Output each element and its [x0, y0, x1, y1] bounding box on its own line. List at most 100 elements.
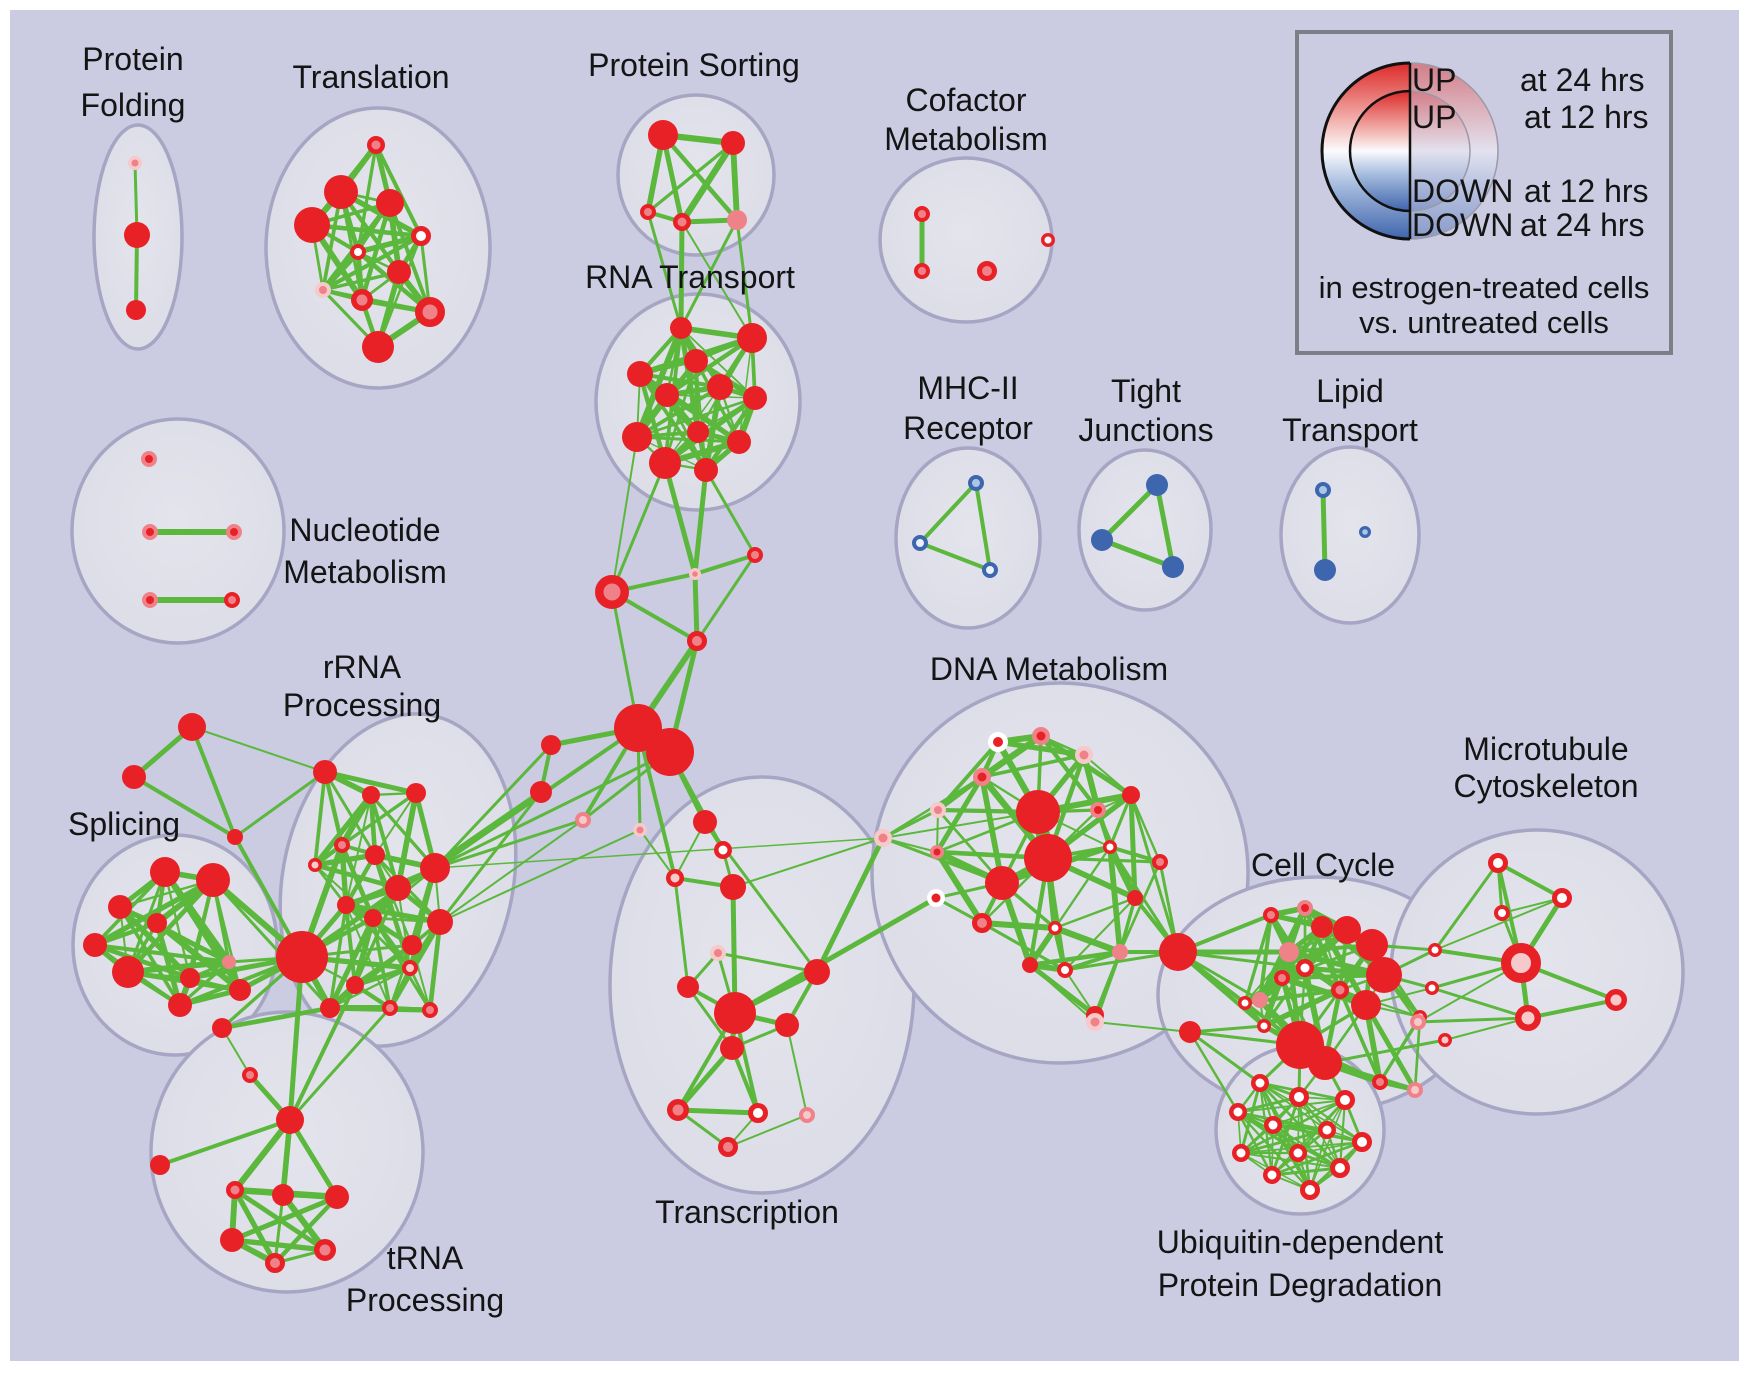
node-ch-7	[541, 735, 561, 755]
mesh-edge-sp	[93, 943, 231, 964]
node-tc-6	[667, 1099, 689, 1121]
node-ub-6	[1352, 1132, 1372, 1152]
label-tight-junctions-line1: Junctions	[1078, 412, 1213, 448]
node-tn-4	[220, 1228, 244, 1252]
node-ch-3	[687, 631, 707, 651]
node-rr-12	[402, 935, 422, 955]
label-cell-cycle-line0: Cell Cycle	[1251, 847, 1395, 883]
node-ch-10	[714, 841, 732, 859]
edge-tc	[675, 1107, 761, 1116]
node-tr-2	[376, 189, 404, 217]
label-ubiquitin-degradation-line1: Protein Degradation	[1158, 1267, 1443, 1303]
edge-tj	[1099, 482, 1160, 543]
mesh-edge-ub	[1237, 1099, 1346, 1113]
node-rt-11	[694, 458, 718, 482]
bridge-ch14-dn10	[882, 837, 938, 853]
mesh-edge-tn	[279, 1191, 329, 1254]
bridge-ch20-dn17	[1029, 964, 1096, 1023]
label-transcription-line0: Transcription	[655, 1194, 839, 1230]
node-ch-17	[122, 765, 146, 789]
edge-ch	[1094, 1021, 1191, 1033]
node-cc-14	[1308, 1046, 1342, 1080]
node-cc-12	[1257, 1019, 1271, 1033]
node-rr-19	[242, 1067, 258, 1083]
mesh-edge-ps	[678, 139, 737, 226]
bridge-ps4-rt0	[679, 218, 739, 330]
mesh-edge-tr	[309, 222, 424, 239]
node-cc-4	[1356, 929, 1388, 961]
node-ch-18	[227, 829, 243, 845]
node-ch-8	[530, 781, 552, 803]
node-rt-0	[670, 317, 692, 339]
mesh-edge-tr	[359, 200, 393, 303]
node-rr-17	[422, 1002, 438, 1018]
label-rna-transport-line0: RNA Transport	[585, 259, 795, 295]
edge-tc	[686, 985, 734, 1050]
node-rr-4	[308, 858, 322, 872]
node-dn-1	[1032, 727, 1050, 745]
mesh-edge-cc	[1363, 1002, 1418, 1093]
node-ch-2	[595, 575, 629, 609]
node-dn-7	[1016, 790, 1060, 834]
bridge-rt10-ch0	[662, 460, 698, 577]
node-dn-10	[930, 845, 944, 859]
mesh-edge-sp	[125, 877, 216, 975]
mesh-edge-tn	[287, 1117, 340, 1200]
bridge-ch14-dn9	[881, 836, 1004, 885]
bridge-ps2-rt0	[646, 210, 683, 330]
node-tc-1	[804, 959, 830, 985]
node-dn-6	[1090, 802, 1106, 818]
label-lipid-transport-line1: Transport	[1282, 412, 1418, 448]
node-tc-5	[720, 1036, 744, 1060]
node-tc-7	[748, 1103, 768, 1123]
mesh-edge-ub	[1236, 1110, 1274, 1177]
mesh-edge-ub	[1236, 1095, 1301, 1114]
node-dn-12	[1152, 854, 1168, 870]
label-cofactor-metabolism-line0: Cofactor	[906, 82, 1027, 118]
node-tr-4	[411, 226, 431, 246]
label-ubiquitin-degradation-line0: Ubiquitin-dependent	[1157, 1224, 1444, 1260]
node-sp-9	[168, 993, 192, 1017]
mesh-edge-sp	[125, 959, 232, 975]
node-rt-1	[737, 323, 767, 353]
node-ps-4	[727, 210, 747, 230]
node-dn-8	[1024, 834, 1072, 882]
node-dn-18	[1057, 962, 1073, 978]
node-ch-9	[693, 810, 717, 834]
label-rrna-processing-line1: Processing	[283, 687, 441, 723]
node-tc-9	[718, 1137, 738, 1157]
node-rr-9	[337, 896, 355, 914]
node-rr-13	[346, 976, 364, 994]
label-microtubule-cytoskeleton-line1: Cytoskeleton	[1454, 768, 1639, 804]
node-ch-21	[1179, 1021, 1201, 1043]
node-dn-5	[1122, 786, 1140, 804]
node-ub-1	[1289, 1087, 1309, 1107]
node-dn-17	[1022, 957, 1038, 973]
mesh-edge-tn	[229, 1237, 328, 1253]
legend-caption-line0: in estrogen-treated cells	[1319, 270, 1650, 305]
node-tr-1	[324, 175, 358, 209]
mesh-edge-ub	[1239, 1128, 1329, 1155]
edge-ch	[732, 837, 884, 888]
mesh-edge-dn	[1108, 793, 1133, 849]
node-tj-1	[1091, 529, 1113, 551]
edge-tj	[1099, 537, 1176, 570]
node-sp-0	[150, 857, 180, 887]
node-mt-0	[1488, 853, 1508, 873]
legend-outer-arc-left	[1320, 61, 1411, 241]
node-ch-20	[1086, 1013, 1104, 1031]
mesh-edge-dn	[978, 919, 1059, 932]
node-cc-2	[1311, 916, 1333, 938]
label-protein-folding-line0: Protein	[82, 41, 183, 77]
mesh-edge-ps	[730, 140, 740, 223]
mesh-edge-ub	[1338, 1098, 1347, 1170]
edge-tc	[675, 1045, 735, 1113]
node-tr-5	[350, 244, 366, 260]
bridge-ch21-ub3	[1188, 1030, 1240, 1114]
cluster-labels: Protein Folding Translation Protein Sorting…	[68, 41, 1639, 1318]
node-ub-10	[1263, 1166, 1281, 1184]
node-ps-3	[673, 213, 691, 231]
bridge-ch18-rr0	[233, 770, 327, 839]
mesh-edge-rr	[340, 791, 418, 847]
